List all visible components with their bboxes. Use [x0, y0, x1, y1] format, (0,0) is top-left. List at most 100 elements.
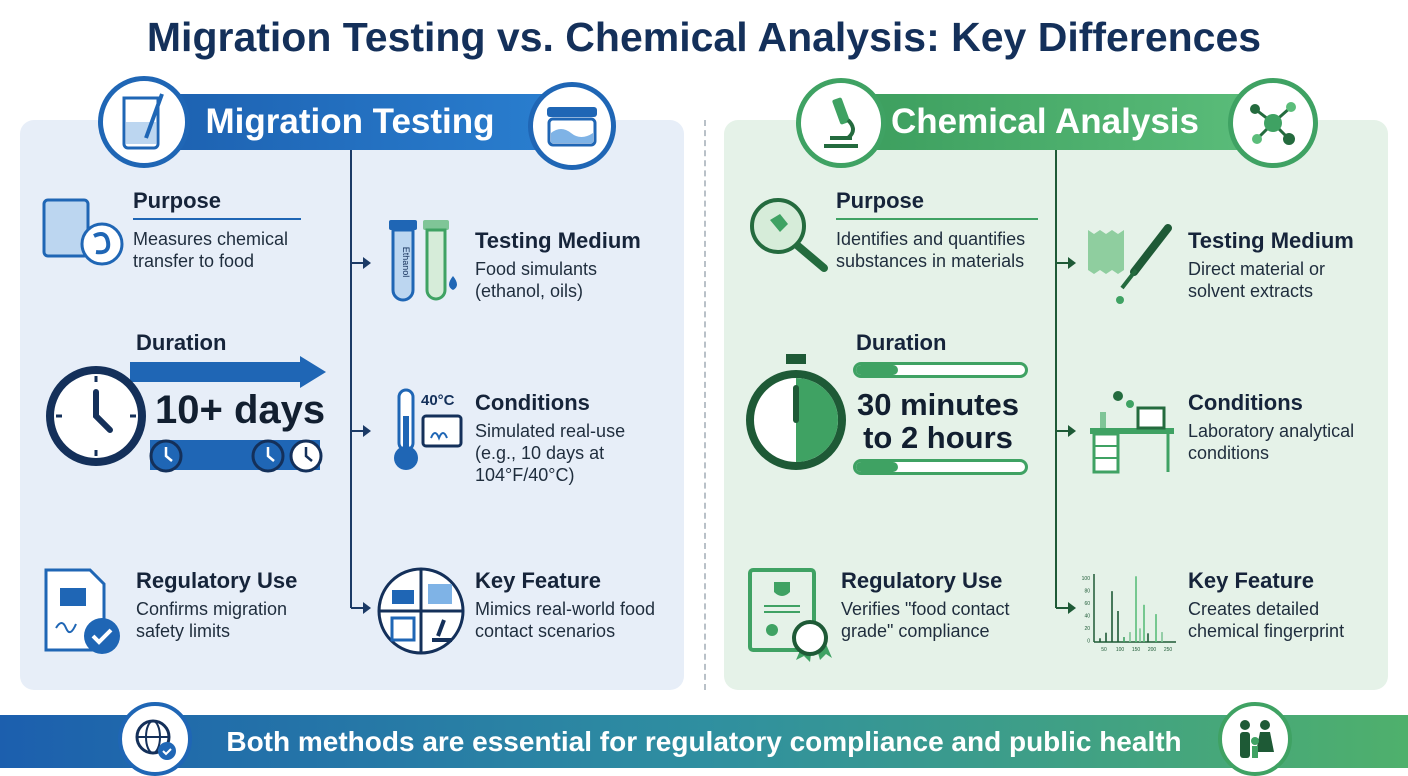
purpose-heading: Purpose [133, 188, 222, 213]
arrow-icon [1056, 602, 1076, 614]
text-line: safety limits [136, 621, 231, 641]
material-dropper-icon [1084, 222, 1174, 308]
arrow-icon [351, 425, 371, 437]
y-tick: 80 [1084, 589, 1090, 595]
text-line: substances in materials [836, 251, 1025, 271]
conditions-text: Laboratory analytical conditions [1188, 420, 1354, 464]
kitchen-scenarios-icon [376, 566, 466, 656]
text-line: 30 minutes [857, 387, 1019, 422]
beaker-icon [98, 76, 190, 168]
purpose-heading: Purpose [836, 188, 925, 213]
small-clock-icon [250, 438, 286, 474]
progress-fill [856, 462, 899, 472]
small-clock-icon [288, 438, 324, 474]
medium-heading: Testing Medium [1188, 228, 1354, 253]
feature-text: Mimics real-world food contact scenarios [475, 598, 655, 642]
underline [133, 218, 301, 220]
text-line: Creates detailed [1188, 599, 1320, 619]
spectrum-chart-icon: 100 80 60 40 20 0 50 100 150 200 250 [1076, 570, 1180, 654]
text-line: solvent extracts [1188, 281, 1314, 301]
text-line: Measures chemical [133, 229, 289, 249]
temperature-label: 40°C [421, 392, 455, 409]
duration-value: 10+ days [155, 388, 326, 432]
timeline-line [350, 150, 352, 608]
feature-heading: Key Feature [1188, 568, 1314, 593]
y-tick: 60 [1084, 601, 1090, 607]
duration-arrow [130, 362, 302, 382]
text-line: Direct material or [1188, 259, 1326, 279]
magnifier-icon [746, 194, 832, 274]
text-line: Food simulants [475, 259, 598, 279]
x-tick: 150 [1132, 647, 1141, 653]
progress-fill [856, 365, 899, 375]
text-line: Laboratory analytical [1188, 421, 1355, 441]
text-line: (ethanol, oils) [475, 281, 584, 301]
test-tubes-icon: Ethanol [385, 218, 465, 304]
text-line: to 2 hours [863, 420, 1013, 455]
duration-heading: Duration [856, 330, 947, 355]
purpose-text: Measures chemical transfer to food [133, 228, 288, 272]
text-line: transfer to food [133, 251, 255, 271]
x-tick: 200 [1148, 647, 1157, 653]
tube-label: Ethanol [401, 247, 411, 278]
text-line: Mimics real-world food [475, 599, 656, 619]
medium-text: Food simulants (ethanol, oils) [475, 258, 597, 302]
globe-check-icon [118, 702, 192, 776]
divider [704, 120, 706, 690]
text-line: 104°F/40°C) [475, 465, 575, 485]
text-line: conditions [1188, 443, 1270, 463]
regulatory-text: Verifies "food contact grade" compliance [841, 598, 1010, 642]
chemical-header: Chemical Analysis [830, 94, 1260, 150]
conditions-heading: Conditions [475, 390, 590, 415]
conditions-heading: Conditions [1188, 390, 1303, 415]
document-check-icon [42, 566, 124, 658]
arrow-icon [1056, 257, 1076, 269]
text-line: Simulated real-use [475, 421, 626, 441]
clock-icon [44, 364, 148, 468]
text-line: (e.g., 10 days at [475, 443, 605, 463]
y-tick: 0 [1087, 639, 1090, 645]
molecule-icon [1228, 78, 1318, 168]
medium-heading: Testing Medium [475, 228, 641, 253]
arrow-icon [351, 602, 371, 614]
x-tick: 50 [1101, 647, 1107, 653]
regulatory-heading: Regulatory Use [841, 568, 1003, 593]
footer-banner: Both methods are essential for regulator… [0, 715, 1408, 768]
arrow-head-icon [300, 356, 326, 388]
certificate-icon [746, 566, 836, 662]
small-clock-icon [148, 438, 184, 474]
text-line: Identifies and quantifies [836, 229, 1026, 249]
text-line: Verifies "food contact [841, 599, 1010, 619]
regulatory-heading: Regulatory Use [136, 568, 298, 593]
food-container-icon [528, 82, 616, 170]
underline [836, 218, 1038, 220]
lab-bench-icon [1088, 388, 1178, 476]
conditions-text: Simulated real-use (e.g., 10 days at 104°F… [475, 420, 625, 486]
y-tick: 100 [1082, 576, 1091, 582]
text-line: chemical fingerprint [1188, 621, 1345, 641]
feature-text: Creates detailed chemical fingerprint [1188, 598, 1344, 642]
stopwatch-icon [744, 352, 848, 474]
medium-text: Direct material or solvent extracts [1188, 258, 1325, 302]
text-line: Confirms migration [136, 599, 288, 619]
footer-text: Both methods are essential for regulator… [226, 725, 1182, 757]
food-package-icon [42, 196, 124, 266]
arrow-icon [1056, 425, 1076, 437]
migration-header: Migration Testing [130, 94, 570, 150]
purpose-text: Identifies and quantifies substances in m… [836, 228, 1025, 272]
duration-heading: Duration [136, 330, 227, 355]
feature-heading: Key Feature [475, 568, 601, 593]
y-tick: 20 [1084, 626, 1090, 632]
page-title: Migration Testing vs. Chemical Analysis:… [146, 14, 1262, 60]
y-tick: 40 [1084, 614, 1090, 620]
thermometer-oven-icon [385, 386, 465, 476]
progress-bar [853, 362, 1028, 378]
x-tick: 100 [1116, 647, 1125, 653]
family-icon [1218, 702, 1292, 776]
microscope-icon [796, 78, 886, 168]
regulatory-text: Confirms migration safety limits [136, 598, 287, 642]
text-line: grade" compliance [841, 621, 990, 641]
text-line: contact scenarios [475, 621, 616, 641]
x-tick: 250 [1164, 647, 1173, 653]
duration-value: 30 minutes to 2 hours [848, 388, 1028, 454]
